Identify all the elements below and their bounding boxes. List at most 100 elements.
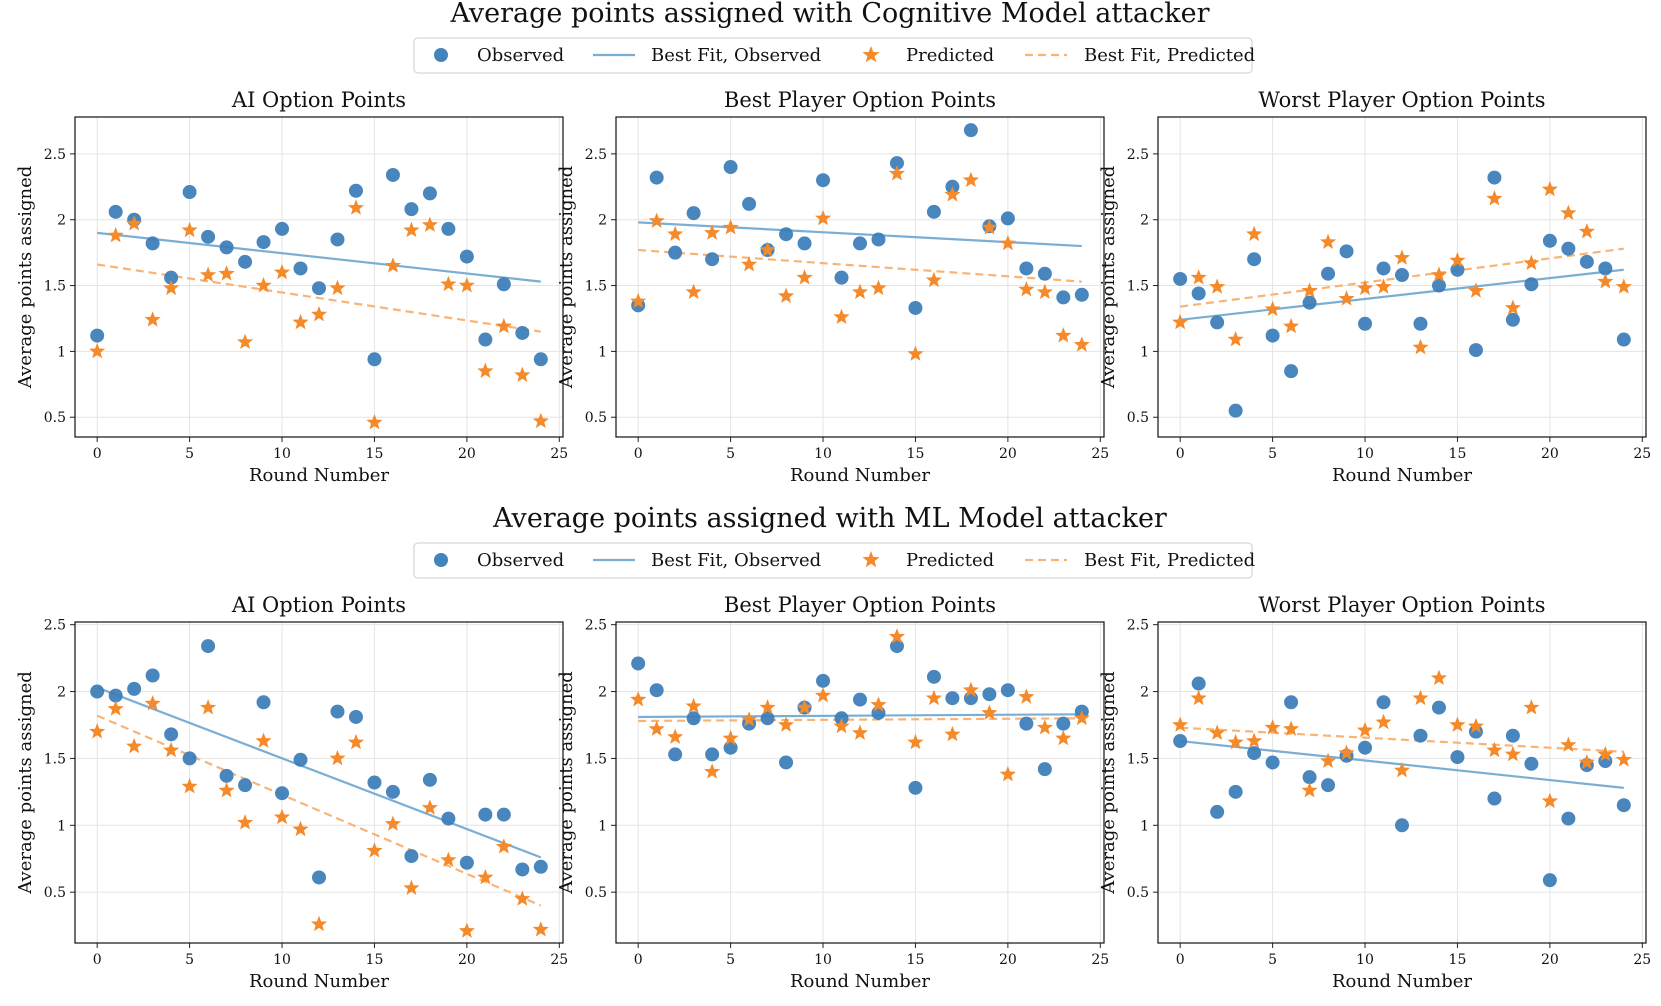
y-tick-label: 2 [598,685,607,701]
observed-point [385,784,400,799]
y-tick-label: 0.5 [1127,410,1149,426]
predicted-point [1504,745,1521,762]
predicted-point [384,257,402,273]
y-axis-ticks: 0.5 1 1.5 2 2.5 [1127,618,1158,901]
observed-point [1487,791,1502,806]
predicted-point [1393,249,1411,265]
predicted-point [685,697,702,714]
observed-point [853,236,867,251]
y-tick-label: 1.5 [44,279,66,295]
predicted-point [1560,204,1577,221]
observed-point [330,232,345,247]
predicted-point [1190,269,1207,285]
observed-point [459,855,474,870]
predicted-point [1055,327,1072,343]
predicted-point [796,699,813,715]
predicted-point [888,165,906,181]
observed-point [816,173,831,188]
predicted-point [347,199,365,215]
predicted-point [870,696,887,712]
observed-point [1376,261,1391,276]
x-tick-label: 10 [1356,446,1374,462]
observed-point [1210,315,1225,330]
x-tick-label: 15 [907,952,925,968]
y-axis-ticks: 0.5 1 1.5 2 2.5 [585,147,616,426]
panel-title: Worst Player Option Points [1258,593,1545,617]
x-tick-label: 0 [1176,952,1185,968]
legend-predicted-marker [862,551,880,568]
observed-point [275,786,290,801]
predicted-point [1172,716,1189,732]
observed-point [515,325,530,340]
predicted-point [1467,282,1485,298]
predicted-point [1264,719,1281,735]
predicted-point [1338,744,1355,760]
fit-line-observed [638,713,1082,719]
series-predicted [630,628,1090,782]
observed-point [834,270,849,285]
observed-point [1376,695,1391,710]
fit-line-predicted [1180,726,1624,753]
observed-point [1321,266,1336,281]
legend-predicted-marker [862,46,880,63]
grid [75,117,563,437]
predicted-point [236,814,254,830]
predicted-point [440,275,457,292]
y-tick-label: 2.5 [1127,147,1149,163]
observed-point [1173,734,1188,749]
y-tick-label: 1 [598,818,607,834]
observed-point [1468,343,1483,358]
x-axis-ticks: 0 5 10 15 20 25 [634,943,1109,968]
observed-point [441,811,456,826]
observed-point [533,859,548,874]
x-tick-label: 20 [1541,952,1559,968]
predicted-point [981,704,998,720]
predicted-point [851,724,869,740]
predicted-point [1615,278,1632,294]
y-tick-label: 0.5 [44,410,66,426]
chart-panel: 0 5 10 15 20 25 0.5 1 1.5 2 2.5 Best Player Option … [556,88,1109,486]
observed-point [926,204,941,219]
observed-point [1000,683,1015,698]
predicted-point [236,333,254,350]
observed-point [1247,746,1262,761]
predicted-point [1356,279,1374,296]
observed-point [330,704,345,719]
observed-point [668,245,683,260]
observed-point [1358,316,1373,331]
predicted-point [1055,729,1072,746]
y-axis-label: Average points assigned [15,166,36,389]
observed-point [182,751,197,766]
observed-point [404,849,419,864]
x-tick-label: 5 [726,446,735,462]
predicted-point [1430,669,1448,686]
fit-line-predicted [638,248,1082,283]
observed-point [1616,332,1631,347]
x-tick-label: 15 [907,446,925,462]
predicted-point [685,283,702,300]
predicted-point [255,277,272,293]
predicted-point [200,266,217,282]
figure-row-1: Average points assigned with Cognitive M… [413,0,1255,74]
observed-point [1019,716,1034,731]
plot-frame [74,621,564,944]
predicted-point [1018,281,1035,297]
panel-title: Worst Player Option Points [1258,88,1545,112]
legend-frame [413,542,1253,579]
observed-point [293,752,308,767]
y-tick-label: 1.5 [1127,279,1149,295]
observed-point [533,352,548,367]
y-tick-label: 2 [57,213,66,229]
predicted-point [944,186,961,202]
predicted-point [181,221,198,238]
predicted-point [1560,736,1577,752]
predicted-point [403,879,420,896]
predicted-point [458,277,475,293]
predicted-point [870,279,887,296]
x-tick-label: 10 [273,446,291,462]
predicted-point [833,717,850,734]
observed-point [1561,241,1576,256]
predicted-point [1301,782,1318,798]
x-axis-label: Round Number [790,465,930,486]
x-tick-label: 25 [1091,446,1109,462]
